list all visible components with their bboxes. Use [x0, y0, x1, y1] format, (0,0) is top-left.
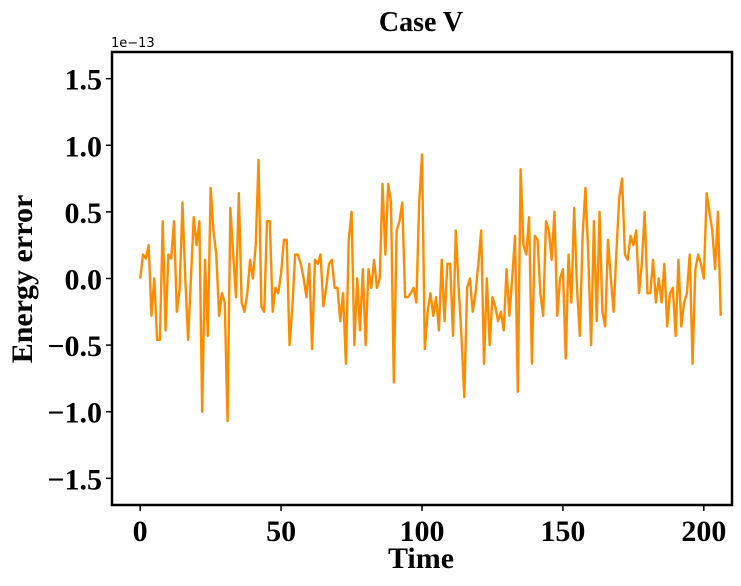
y-axis-label: Energy error: [6, 195, 39, 364]
y-tick-label: −1.5: [47, 463, 102, 496]
energy-error-series-line: [138, 153, 722, 423]
axis-ticks: 0 50 100 150 200 −1.5 −1.0 −0.5 0.0 0.5 1.0 1.5: [47, 64, 726, 548]
x-tick-label: 150: [540, 515, 585, 548]
chart-title: Case V: [379, 7, 463, 38]
y-tick-label: −1.0: [47, 397, 102, 430]
y-tick-label: 1.5: [65, 64, 103, 97]
y-tick-label: 1.0: [65, 130, 103, 163]
y-tick-label: −0.5: [47, 330, 102, 363]
x-axis-label: Time: [388, 542, 454, 575]
x-tick-label: 100: [400, 515, 445, 548]
series-group: [138, 153, 722, 423]
y-tick-label: 0.5: [65, 197, 103, 230]
y-offset-label: 1e−13: [111, 36, 155, 51]
x-tick-label: 0: [133, 515, 148, 548]
y-tick-label: 0.0: [65, 264, 103, 297]
x-tick-label: 50: [266, 515, 296, 548]
x-tick-label: 200: [681, 515, 726, 548]
plot-frame: [110, 50, 734, 507]
